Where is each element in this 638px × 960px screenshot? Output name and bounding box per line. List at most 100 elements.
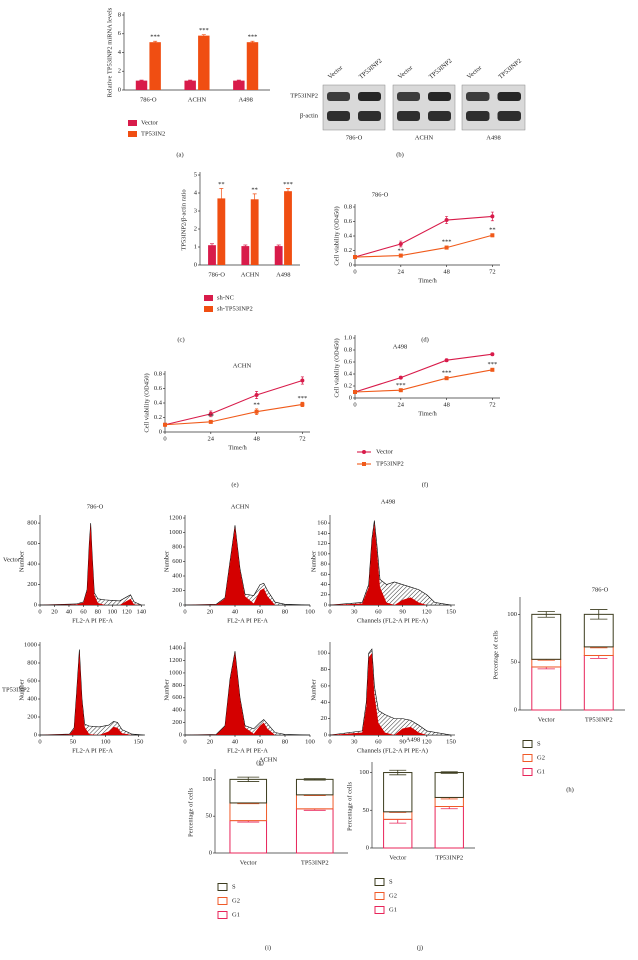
x-tick-label: 60 [257,738,264,745]
point [208,411,213,416]
significance: ** [208,413,215,420]
column-title: 786-O [87,503,104,510]
y-tick-label: 100 [507,611,517,618]
y-axis-label: Cell viability (OD450) [333,206,340,265]
x-tick-label: 120 [122,608,132,615]
significance: ** [253,401,260,408]
point [398,241,403,246]
y-tick-label: 60 [321,571,328,578]
y-tick-label: 600 [27,677,37,684]
legend-label: TP53INP2 [376,460,404,467]
y-tick-label: 0.8 [154,370,162,377]
y-tick-label: 0.6 [344,358,353,365]
bar-segment [531,666,562,711]
bar [246,42,259,90]
legend-label: G2 [389,892,397,899]
blot-frame [392,84,456,131]
y-axis-label: Cell viability (OD450) [143,373,150,432]
histogram [39,649,144,736]
x-tick-label: 72 [489,401,496,408]
y-tick-label: 8 [118,11,121,18]
x-axis-label: Channels (FL2-A PI PE-A) [357,617,428,624]
y-tick-label: 800 [172,543,182,550]
y-tick-label: 0.4 [344,232,353,239]
blot-band [397,111,420,121]
legend-swatch [204,295,213,301]
legend-swatch [204,306,213,312]
legend-swatch [217,883,228,891]
y-tick-label: 0 [179,731,182,738]
significance: ** [489,226,496,233]
x-tick-label: 140 [137,608,147,615]
significance: *** [487,361,497,368]
x-tick-label: 80 [95,608,102,615]
y-tick-label: 50 [363,807,370,814]
legend-swatch [374,878,385,886]
histogram [184,525,311,606]
y-tick-label: 0 [118,86,121,93]
bar-segment [295,794,334,810]
row-label: TP53INP2 [2,686,30,693]
legend-label: G2 [232,897,240,904]
chart-title: ACHN [233,362,252,369]
x-axis-label: Channels (FL2-A PI PE-A) [357,747,428,754]
error-bar [303,778,326,781]
x-tick-label: TP53INP2 [585,716,613,723]
x-tick-label: 40 [232,608,239,615]
y-tick-label: 0.4 [154,399,163,406]
x-tick-label: 100 [305,608,315,615]
error-bar [237,776,260,782]
x-tick-label: 20 [51,608,58,615]
row-label: β-actin [300,112,319,119]
bar [274,246,283,265]
y-tick-label: 0 [34,731,37,738]
blot-frame [461,84,526,131]
y-tick-label: 1000 [24,641,37,648]
x-tick-label: 0 [183,738,186,745]
x-axis-label: FL2-A PI PE-A [227,617,268,624]
y-tick-label: 20 [321,715,328,722]
x-tick-label: 100 [305,738,315,745]
x-tick-label: 40 [66,608,73,615]
legend-swatch [522,754,533,762]
x-tick-label: 0 [353,401,356,408]
significance: ** [251,186,258,193]
chart-title: A498 [393,343,407,350]
x-tick-label: ACHN [241,271,260,278]
error-bar [210,243,214,247]
blot-band [327,92,350,101]
y-tick-label: 400 [172,572,182,579]
y-tick-label: 0 [324,731,327,738]
y-tick-label: 2 [118,68,121,75]
column-title: ACHN [231,503,250,510]
x-tick-label: 100 [101,738,111,745]
significance: *** [442,239,452,246]
y-tick-label: 0.8 [344,203,352,210]
y-tick-label: 600 [27,540,37,547]
x-tick-label: A498 [276,271,290,278]
row-label: Vector [3,556,21,563]
histogram [40,524,142,605]
x-tick-label: 0 [353,268,356,275]
y-tick-label: 4 [118,49,122,56]
x-tick-label: 60 [80,608,87,615]
y-tick-label: 0 [34,601,37,608]
blot-band [358,92,381,101]
x-tick-label: 20 [207,608,214,615]
x-tick-label: 48 [443,268,450,275]
error-bar [389,769,407,776]
chart-title: ACHN [259,756,278,763]
bar [149,42,161,90]
point [490,352,495,357]
x-tick-label: 0 [328,608,331,615]
y-tick-label: 0.6 [154,385,163,392]
bar [184,80,196,90]
x-tick-label: 48 [253,435,260,442]
y-tick-label: 50 [206,813,213,820]
point [300,378,305,383]
y-tick-label: 0.8 [344,346,352,353]
y-tick-label: 600 [172,558,182,565]
line [354,353,493,393]
error-bar [252,193,257,206]
legend-label: S [537,740,541,747]
